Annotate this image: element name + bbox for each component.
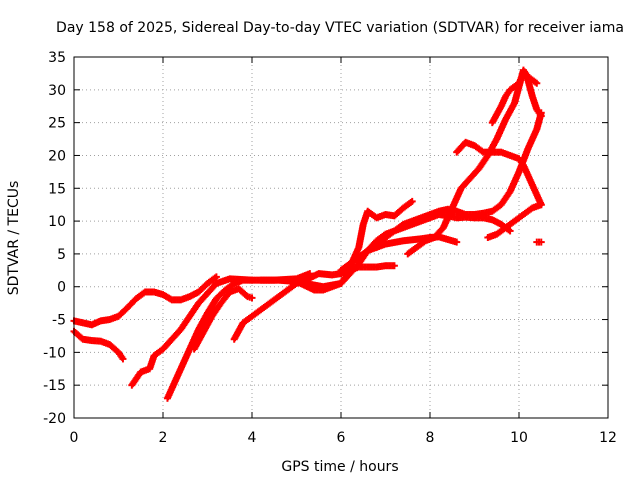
x-tick-label: 6 xyxy=(337,430,346,446)
y-tick-label: 25 xyxy=(48,116,66,132)
y-tick-label: 35 xyxy=(48,50,66,66)
series-arc-14 xyxy=(488,69,545,127)
data-points-layer xyxy=(70,66,545,402)
x-tick-label: 4 xyxy=(248,430,257,446)
y-tick-label: -15 xyxy=(43,378,66,394)
series-arc-2 xyxy=(70,327,127,363)
y-tick-label: 0 xyxy=(57,280,66,296)
y-tick-label: -5 xyxy=(52,313,66,329)
x-tick-label: 0 xyxy=(70,430,79,446)
x-axis-label: GPS time / hours xyxy=(281,459,398,475)
series-arc-6 xyxy=(230,197,416,343)
y-axis-label: SDTVAR / TECUs xyxy=(6,181,22,296)
series-arc-5 xyxy=(190,285,256,353)
chart-title: Day 158 of 2025, Sidereal Day-to-day VTE… xyxy=(56,20,624,36)
y-tick-label: 5 xyxy=(57,247,66,263)
y-tick-label: 30 xyxy=(48,83,66,99)
series-arc-4 xyxy=(163,276,256,402)
x-tick-label: 12 xyxy=(599,430,617,446)
y-tick-label: -20 xyxy=(43,411,66,427)
series-arc-13 xyxy=(484,201,545,241)
y-tick-label: 10 xyxy=(48,214,66,230)
y-tick-label: 20 xyxy=(48,148,66,164)
series-arc-15 xyxy=(533,238,545,246)
x-tick-label: 8 xyxy=(426,430,435,446)
x-tick-label: 2 xyxy=(159,430,168,446)
plot-frame xyxy=(73,56,609,419)
y-tick-label: 15 xyxy=(48,181,66,197)
x-tick-label: 10 xyxy=(510,430,528,446)
series-arc-12 xyxy=(453,138,545,209)
series-arc-7 xyxy=(257,211,514,294)
ticks-layer: 0 2 4 6 8 10 12 -20 -15 -10 -5 0 5 10 15 20 25 30 35 xyxy=(43,50,617,446)
series-arc-1 xyxy=(70,273,220,329)
series-arc-8 xyxy=(301,262,398,291)
y-tick-label: -10 xyxy=(43,345,66,361)
